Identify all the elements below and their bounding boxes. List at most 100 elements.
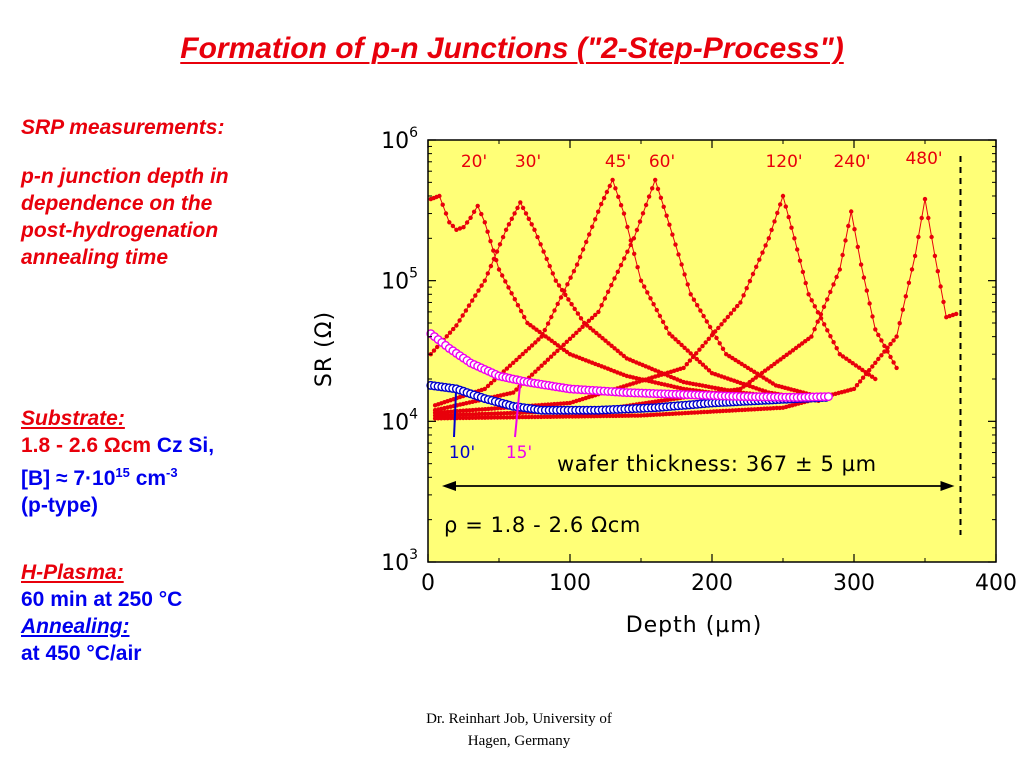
data-point	[750, 271, 756, 277]
data-point	[567, 414, 572, 419]
data-point	[603, 338, 608, 343]
data-point	[735, 303, 740, 309]
data-point	[607, 413, 612, 419]
footer-credit: Dr. Reinhart Job, University of Hagen, G…	[384, 708, 654, 752]
data-point	[667, 222, 672, 227]
data-point	[679, 342, 684, 348]
data-point	[609, 343, 614, 348]
data-point	[769, 227, 774, 233]
data-point	[556, 283, 562, 288]
data-point	[850, 361, 855, 366]
data-point	[612, 346, 617, 351]
data-point	[535, 414, 541, 420]
data-point	[457, 415, 463, 421]
data-point	[585, 414, 591, 419]
series-label-480: 480'	[905, 149, 942, 169]
x-tick-label: 200	[691, 571, 733, 596]
data-point	[473, 415, 478, 420]
data-point	[752, 407, 757, 412]
data-point	[676, 252, 681, 257]
data-point	[708, 409, 713, 414]
data-point	[482, 386, 487, 392]
data-point	[507, 363, 513, 368]
data-point	[445, 409, 450, 415]
data-point	[583, 321, 588, 326]
data-point	[561, 401, 566, 406]
data-point	[618, 351, 623, 356]
data-point	[454, 227, 459, 232]
data-point	[772, 361, 777, 367]
data-point	[618, 262, 624, 268]
data-point	[638, 413, 644, 418]
data-point	[615, 269, 620, 274]
data-point	[570, 414, 575, 419]
data-point	[512, 297, 517, 302]
plasma-heading: H-Plasma:	[21, 561, 124, 584]
data-point	[551, 414, 556, 419]
resistivity-text: 1.8 - 2.6 Ωcm	[21, 434, 152, 457]
data-point	[517, 415, 522, 420]
data-point	[713, 329, 718, 334]
data-point	[646, 194, 652, 199]
data-point	[482, 415, 488, 420]
data-point	[900, 307, 905, 312]
data-point	[800, 269, 806, 275]
data-point	[753, 375, 758, 380]
data-point	[873, 327, 878, 332]
substrate-block: Substrate: 1.8 - 2.6 Ωcm Cz Si, [B] ≈ 7·…	[21, 405, 214, 519]
data-point	[906, 280, 912, 285]
data-point	[809, 334, 814, 339]
data-point	[476, 288, 481, 293]
data-point	[682, 345, 687, 350]
data-point	[461, 408, 466, 413]
data-point	[480, 411, 485, 417]
data-point	[860, 375, 866, 380]
data-point	[643, 202, 649, 208]
plasma-conditions: 60 min at 250 °C	[21, 588, 183, 611]
data-point	[864, 288, 869, 293]
data-point	[458, 412, 463, 417]
data-point	[448, 415, 453, 421]
data-point	[685, 282, 690, 287]
data-point	[538, 242, 543, 247]
data-point	[818, 312, 824, 317]
data-point	[577, 254, 583, 260]
data-point	[445, 416, 450, 421]
data-point	[891, 338, 896, 343]
data-point	[758, 406, 764, 412]
data-point	[799, 341, 805, 346]
data-point	[792, 236, 797, 241]
data-point	[783, 204, 788, 209]
data-point	[536, 366, 541, 371]
data-point	[518, 308, 524, 314]
data-point	[761, 406, 767, 411]
data-point	[529, 343, 535, 348]
data-point	[700, 362, 706, 367]
data-point	[888, 341, 893, 347]
data-point	[938, 284, 943, 289]
data-point	[854, 383, 860, 388]
srp-desc-line: p-n junction depth in	[21, 165, 229, 188]
data-point	[539, 334, 544, 339]
data-point	[468, 215, 473, 220]
data-point	[763, 243, 768, 248]
data-point	[873, 360, 878, 365]
data-point	[520, 414, 525, 420]
data-point	[697, 359, 702, 365]
data-point	[506, 222, 512, 227]
data-point	[606, 341, 611, 346]
data-point	[473, 293, 478, 298]
data-point	[806, 336, 811, 342]
data-point	[505, 411, 510, 416]
data-point	[432, 416, 438, 421]
data-point	[605, 289, 611, 294]
data-point	[703, 365, 709, 370]
footer-line: Dr. Reinhart Job, University of	[426, 711, 612, 727]
data-point	[637, 219, 643, 224]
data-point	[511, 360, 516, 365]
y-tick-label: 104	[381, 406, 418, 435]
data-point	[574, 330, 579, 335]
data-point	[544, 256, 549, 262]
data-point	[635, 413, 641, 418]
data-point	[535, 234, 540, 240]
